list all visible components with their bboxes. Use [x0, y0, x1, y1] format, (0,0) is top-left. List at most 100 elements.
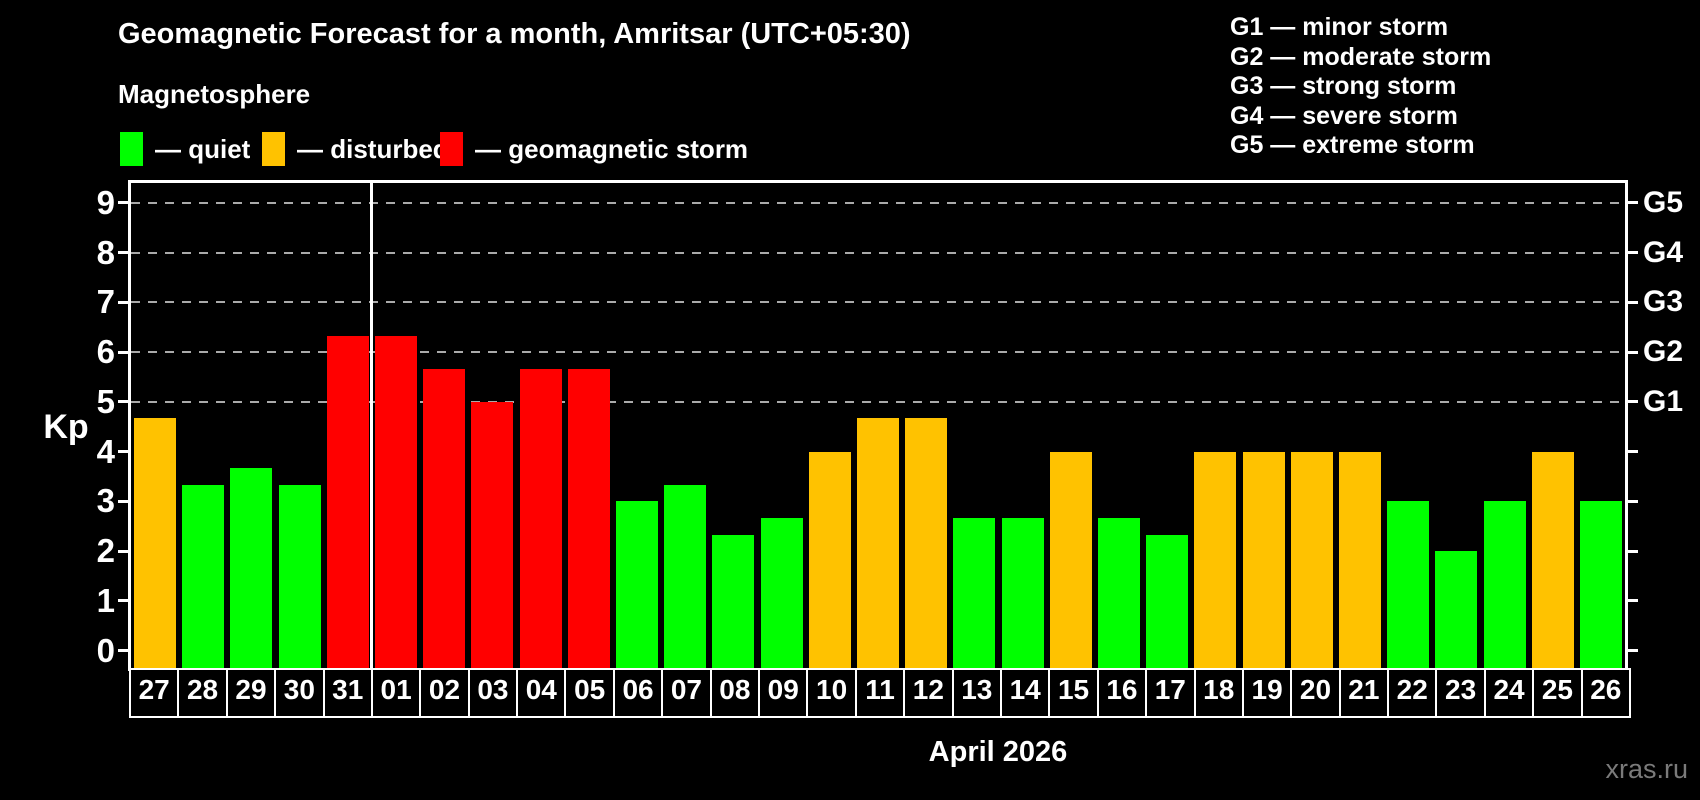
x-tick-label-10: 10 [808, 670, 855, 716]
x-tick-label-27: 27 [131, 670, 178, 716]
kp-bar-21 [1338, 451, 1381, 668]
y-tick-left-8 [118, 251, 128, 255]
y-tick-right-7 [1628, 300, 1638, 304]
y-tick-left-5 [118, 400, 128, 404]
x-tick-label-05: 05 [566, 670, 613, 716]
y-tick-left-0 [118, 649, 128, 653]
kp-bar-03 [471, 401, 514, 668]
legend-label-storm: — geomagnetic storm [475, 133, 749, 164]
y-tick-right-0 [1628, 649, 1638, 653]
y-tick-left-6 [118, 350, 128, 354]
y-tick-label-2: 2 [96, 532, 115, 570]
right-axis-label-G5: G5 [1643, 185, 1684, 219]
right-axis-label-G3: G3 [1643, 285, 1684, 319]
y-tick-right-1 [1628, 599, 1638, 603]
y-tick-left-1 [118, 599, 128, 603]
y-tick-label-8: 8 [96, 233, 115, 271]
storm-scale-g4: G4 — severe storm [1230, 101, 1458, 130]
x-tick-label-17: 17 [1147, 670, 1194, 716]
kp-bar-14 [1001, 517, 1044, 668]
x-tick-label-06: 06 [614, 670, 662, 716]
legend-label-quiet: — quiet [155, 133, 251, 164]
x-tick-label-02: 02 [421, 670, 468, 716]
y-tick-label-1: 1 [96, 581, 115, 619]
kp-bar-25 [1531, 451, 1574, 668]
right-axis-label-G1: G1 [1643, 384, 1684, 418]
y-tick-label-3: 3 [96, 482, 115, 520]
kp-bar-30 [278, 484, 321, 668]
page-title: Geomagnetic Forecast for a month, Amrits… [118, 18, 911, 50]
kp-bar-31 [326, 335, 369, 668]
x-tick-label-14: 14 [1001, 670, 1049, 716]
y-tick-label-0: 0 [96, 631, 115, 669]
right-axis-label-G2: G2 [1643, 335, 1684, 369]
kp-bar-01 [375, 335, 418, 668]
x-tick-label-11: 11 [856, 670, 904, 716]
storm-scale-g5: G5 — extreme storm [1230, 131, 1475, 159]
storm-scale-g3: G3 — strong storm [1230, 72, 1457, 100]
x-axis-day-labels: 27 28 29 30 31 01 02 03 04 05 06 07 08 09 10 11 12 13 14 15… [129, 668, 1631, 718]
kp-bar-18 [1194, 451, 1237, 668]
kp-bar-08 [712, 534, 755, 668]
disturbed-color-swatch [262, 132, 285, 166]
kp-bar-10 [808, 451, 851, 668]
storm-color-swatch [440, 132, 463, 166]
x-tick-label-16: 16 [1098, 670, 1146, 716]
kp-bar-07 [664, 484, 707, 668]
x-tick-label-31: 31 [324, 670, 371, 716]
y-tick-right-5 [1628, 400, 1638, 404]
storm-scale-g1: G1 — minor storm [1230, 13, 1449, 41]
kp-bar-02 [423, 368, 466, 668]
kp-bar-15 [1049, 451, 1092, 668]
y-tick-left-9 [118, 201, 128, 205]
x-tick-label-03: 03 [469, 670, 517, 716]
kp-bar-29 [230, 468, 273, 668]
y-tick-right-8 [1628, 251, 1638, 255]
kp-bar-04 [519, 368, 562, 668]
kp-bar-24 [1483, 501, 1526, 668]
kp-bar-26 [1579, 501, 1622, 668]
x-tick-label-01: 01 [372, 670, 420, 716]
kp-bar-27 [134, 418, 177, 668]
kp-bar-13 [953, 517, 996, 668]
kp-bar-22 [1387, 501, 1430, 668]
x-tick-label-04: 04 [518, 670, 565, 716]
y-axis-title: Kp [43, 408, 89, 446]
x-tick-label-30: 30 [276, 670, 323, 716]
kp-bar-11 [857, 418, 899, 668]
x-tick-label-29: 29 [227, 670, 275, 716]
x-tick-label-15: 15 [1050, 670, 1097, 716]
y-tick-left-2 [118, 549, 128, 553]
gridline-kp7 [131, 301, 1625, 304]
x-tick-label-24: 24 [1485, 670, 1533, 716]
quiet-color-swatch [120, 132, 143, 166]
y-tick-label-4: 4 [96, 432, 115, 470]
watermark: xras.ru [1605, 754, 1688, 784]
kp-bar-09 [760, 517, 803, 668]
kp-bar-17 [1146, 534, 1189, 668]
y-tick-right-3 [1628, 499, 1638, 503]
y-tick-left-3 [118, 499, 128, 503]
x-tick-label-25: 25 [1534, 670, 1581, 716]
gridline-kp8 [131, 251, 1625, 254]
y-tick-label-7: 7 [96, 283, 115, 321]
x-tick-label-12: 12 [905, 670, 952, 716]
legend-item-disturbed: — disturbed [262, 128, 449, 170]
kp-bar-16 [1097, 517, 1140, 668]
kp-bar-06 [616, 501, 659, 668]
y-tick-right-6 [1628, 350, 1638, 354]
storm-scale-g2: G2 — moderate storm [1230, 42, 1492, 71]
x-tick-label-07: 07 [663, 670, 710, 716]
y-tick-label-6: 6 [96, 333, 115, 371]
x-axis-title: April 2026 [928, 736, 1068, 768]
plot-area [128, 180, 1628, 671]
y-tick-right-4 [1628, 450, 1638, 454]
storm-scale-legend: G1 — minor storm G2 — moderate storm G3 … [1230, 13, 1491, 161]
x-tick-label-18: 18 [1195, 670, 1242, 716]
gridline-kp6 [131, 351, 1625, 354]
y-tick-right-2 [1628, 549, 1638, 553]
kp-bar-05 [567, 368, 610, 668]
x-tick-label-22: 22 [1389, 670, 1436, 716]
right-axis-label-G4: G4 [1643, 235, 1684, 269]
x-tick-label-19: 19 [1243, 670, 1291, 716]
